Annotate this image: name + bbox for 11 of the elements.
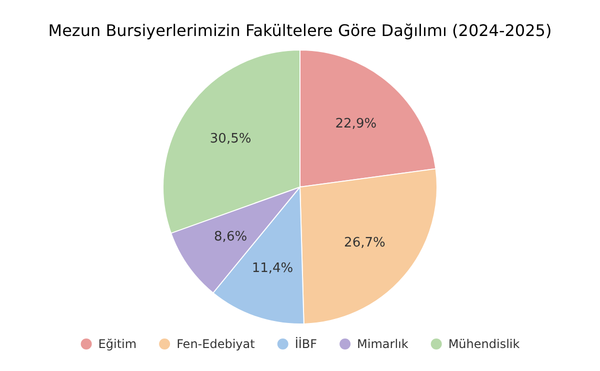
- legend-label: Eğitim: [98, 337, 137, 352]
- legend-label: İİBF: [294, 337, 318, 352]
- legend-label: Fen-Edebiyat: [176, 337, 256, 352]
- chart-title: Mezun Bursiyerlerimizin Fakültelere Göre Dağılımı (2024-2025): [48, 21, 552, 40]
- legend-label: Mühendislik: [448, 337, 520, 352]
- data-label: 26,7%: [344, 236, 386, 251]
- data-label: 30,5%: [210, 132, 252, 147]
- data-label: 8,6%: [214, 229, 248, 244]
- data-label: 22,9%: [335, 116, 377, 132]
- data-label: 11,4%: [252, 260, 294, 276]
- legend-label: Mimarlık: [357, 337, 408, 352]
